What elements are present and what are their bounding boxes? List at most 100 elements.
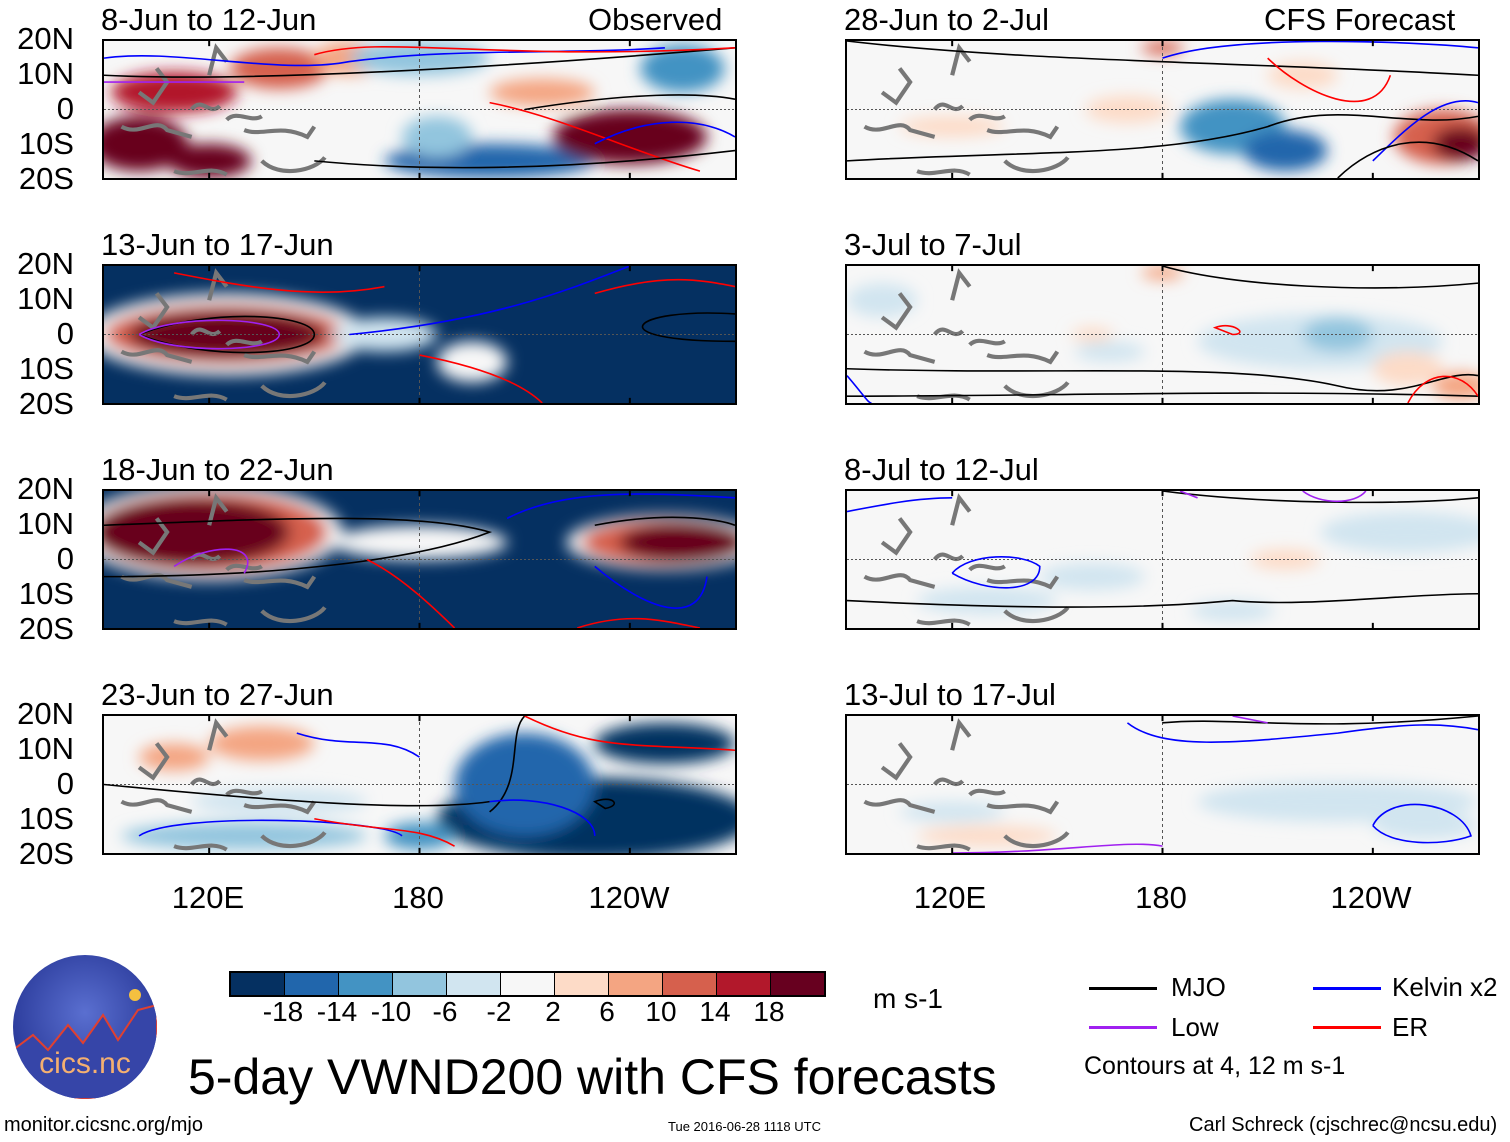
coastlines [120, 268, 327, 402]
contour-line [174, 549, 248, 573]
contour-line [139, 820, 402, 836]
colorbar-tick-label: 2 [545, 996, 561, 1027]
y-tick-label: 20S [18, 611, 74, 646]
anomaly-region [899, 801, 1005, 823]
panel-title: 3-Jul to 7-Jul [844, 227, 1022, 262]
anomaly-region [230, 47, 329, 89]
contour-line [1408, 376, 1478, 403]
coastlines [863, 718, 1070, 852]
y-tick-label: 20N [17, 696, 74, 731]
contour-line [1180, 491, 1198, 498]
panel-title: 13-Jul to 17-Jul [844, 677, 1056, 712]
colorbar-tick-label: -10 [370, 996, 412, 1027]
legend-kelvin-label: Kelvin x2 [1392, 972, 1498, 1002]
colorbar-units: m s-1 [873, 983, 943, 1014]
anomaly-region [899, 116, 1005, 137]
colorbar-swatch [447, 973, 501, 995]
y-tick-label: 20S [18, 386, 74, 421]
map-field [104, 41, 735, 178]
contour-line [1373, 804, 1471, 842]
contour-line [952, 844, 1162, 853]
anomaly-region [640, 44, 725, 93]
anomaly-region [139, 743, 210, 771]
y-tick-label: 10N [17, 731, 74, 766]
colorbar-swatch [717, 973, 771, 995]
anomaly-region [401, 116, 473, 158]
contour-line [1303, 491, 1366, 501]
anomaly-region [1190, 600, 1275, 622]
contour-line [952, 557, 1040, 588]
contour-line [847, 115, 1478, 161]
coastlines [863, 268, 1070, 402]
y-tick-label: 10S [18, 576, 74, 611]
contour-line [595, 122, 735, 143]
cfs-forecast-label: CFS Forecast [1264, 2, 1456, 37]
anomaly-region [489, 78, 595, 107]
y-tick-label: 20N [17, 21, 74, 56]
anomaly-region [1250, 549, 1321, 570]
y-tick-label: 10N [17, 56, 74, 91]
contour-line [314, 819, 454, 846]
coastlines [120, 493, 327, 627]
colorbar-tick-label: 10 [645, 996, 677, 1027]
map-field [104, 266, 735, 403]
footer-author: Carl Schreck (cjschrec@ncsu.edu) [1189, 1114, 1498, 1136]
x-tick-label: 120W [1330, 880, 1412, 915]
panel-title: 28-Jun to 2-Jul [844, 2, 1050, 37]
map-panel [102, 714, 737, 855]
contour-line [314, 47, 735, 55]
anomaly-region [594, 722, 735, 764]
y-tick-label: 20N [17, 471, 74, 506]
x-tick-label: 180 [392, 880, 444, 915]
figure-title: 5-day VWND200 with CFS forecasts [188, 1049, 997, 1105]
anomaly-region [209, 726, 315, 761]
anomaly-region [847, 283, 918, 318]
contour-line [420, 355, 543, 403]
anomaly-region [191, 787, 367, 816]
coastlines [863, 43, 1070, 177]
colorbar-swatch [393, 973, 447, 995]
map-panel [845, 264, 1480, 405]
colorbar-tick-label: -18 [262, 996, 304, 1027]
anomaly-region [1320, 511, 1478, 553]
logo-text: cics.nc [39, 1047, 131, 1080]
contour-line [525, 95, 735, 110]
y-tick-label: 10S [18, 351, 74, 386]
anomaly-region [1372, 811, 1478, 840]
x-tick-label: 120E [171, 880, 245, 915]
colorbar-tick-label: 18 [753, 996, 785, 1027]
contour-line [104, 518, 490, 576]
contour-line [595, 799, 615, 808]
panel-title: 13-Jun to 17-Jun [101, 227, 334, 262]
contour-line [490, 716, 525, 812]
contour-line [367, 560, 455, 629]
logo: cics.nc [13, 955, 157, 1099]
colorbar-swatch [339, 973, 393, 995]
map-field [847, 716, 1478, 853]
colorbar-swatch [501, 973, 555, 995]
anomaly-region [1243, 130, 1328, 172]
map-panel [102, 264, 737, 405]
y-tick-label: 20S [18, 161, 74, 196]
contour-line [297, 733, 420, 757]
contour-line [104, 48, 735, 77]
logo-mountains-icon [13, 989, 157, 1099]
anomaly-region [121, 822, 367, 850]
colorbar-tick-label: 14 [699, 996, 731, 1027]
legend-kelvin-line [1313, 987, 1381, 990]
map-panel [102, 489, 737, 630]
panel-title: 23-Jun to 27-Jun [101, 677, 334, 712]
contour-line [1338, 142, 1478, 178]
x-tick-label: 120E [913, 880, 987, 915]
colorbar-tick-label: 6 [599, 996, 615, 1027]
colorbar [229, 971, 826, 997]
contour-line [595, 280, 735, 294]
colorbar-swatch [609, 973, 663, 995]
y-tick-label: 10S [18, 801, 74, 836]
legend-mjo-label: MJO [1171, 972, 1226, 1002]
contour-line [847, 369, 1478, 391]
contour-line [847, 594, 1478, 607]
map-panel [102, 39, 737, 180]
x-tick-label: 180 [1135, 880, 1187, 915]
anomaly-region [619, 521, 735, 563]
